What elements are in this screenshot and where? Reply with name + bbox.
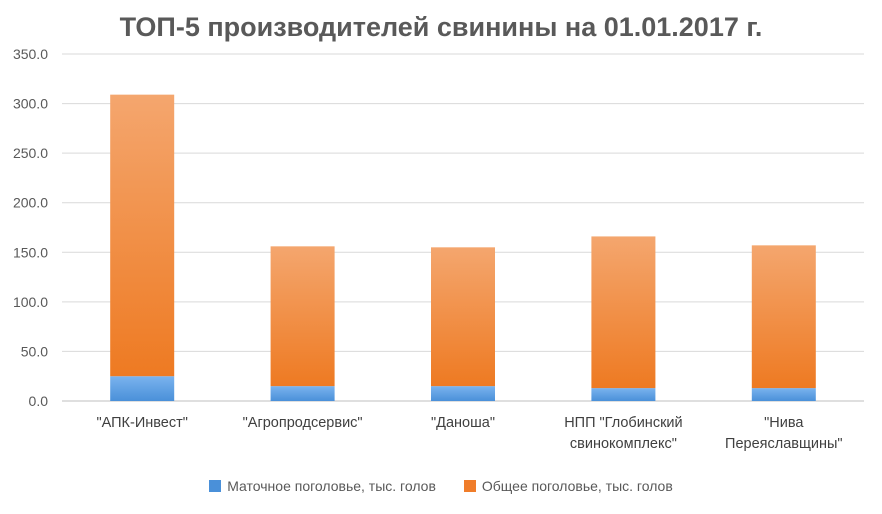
- bar-segment-sows: [431, 386, 495, 401]
- legend-label-total: Общее поголовье, тыс. голов: [481, 478, 673, 494]
- y-tick-label: 150.0: [13, 244, 48, 260]
- legend-item-sows: Маточное поголовье, тыс. голов: [209, 478, 436, 494]
- y-tick-label: 300.0: [13, 96, 48, 112]
- bar-segment-sows: [270, 386, 335, 401]
- y-tick-label: 350.0: [13, 46, 48, 62]
- x-category-label: НПП "Глобинский: [564, 415, 682, 431]
- x-category-label: Переяславщины": [725, 436, 843, 452]
- x-category-label: свинокомплекс": [570, 436, 677, 452]
- legend-label-sows: Маточное поголовье, тыс. голов: [227, 478, 436, 494]
- y-tick-label: 250.0: [13, 145, 48, 161]
- bar-segment-total: [591, 236, 656, 389]
- bar-segment-total: [270, 246, 335, 387]
- x-category-label: "АПК-Инвест": [96, 415, 187, 431]
- y-tick-label: 200.0: [13, 195, 48, 211]
- x-category-label: "Агропродсервис": [243, 415, 363, 431]
- legend: Маточное поголовье, тыс. голов Общее пог…: [0, 478, 882, 494]
- bar-segment-total: [110, 94, 175, 377]
- bar-segment-total: [751, 245, 816, 389]
- chart-title: ТОП-5 производителей свинины на 01.01.20…: [119, 12, 763, 42]
- legend-swatch-sows: [209, 480, 222, 492]
- y-tick-label: 0.0: [29, 393, 49, 409]
- y-axis: 0.0 50.0 100.0 150.0 200.0 250.0 300.0 350.0: [13, 46, 48, 409]
- bar-segment-sows: [751, 388, 816, 401]
- bar-segment-total: [431, 247, 495, 387]
- y-tick-label: 50.0: [21, 343, 48, 359]
- bar-chart: 0.0 50.0 100.0 150.0 200.0 250.0 300.0 350.0 "А…: [13, 46, 864, 452]
- x-category-label: "Даноша": [431, 415, 495, 431]
- bar-segment-sows: [110, 376, 175, 401]
- legend-swatch-total: [463, 480, 476, 492]
- y-tick-label: 100.0: [13, 294, 48, 310]
- bars: [110, 94, 816, 401]
- x-axis: "АПК-Инвест" "Агропродсервис" "Даноша" НПП …: [96, 415, 842, 452]
- legend-item-total: Общее поголовье, тыс. голов: [463, 478, 673, 494]
- bar-segment-sows: [591, 388, 656, 401]
- x-category-label: "Нива: [764, 415, 804, 431]
